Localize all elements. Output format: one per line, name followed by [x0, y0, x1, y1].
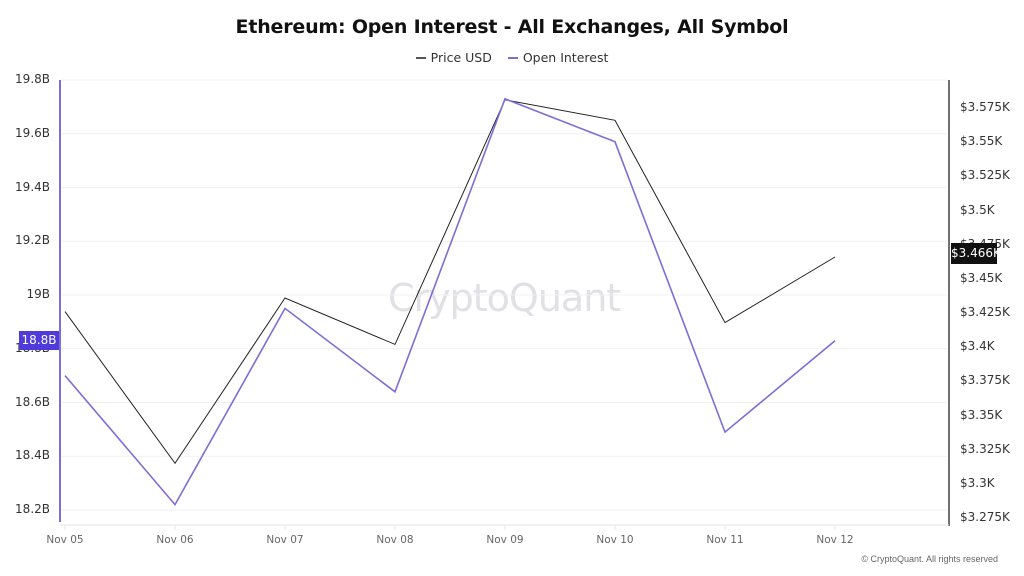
left-axis-tick: 19.6B [15, 125, 50, 140]
price-usd-line [64, 99, 836, 465]
left-axis-tick: 18.6B [15, 394, 50, 409]
left-axis-tick: 18.2B [15, 502, 50, 516]
right-axis-tick: $3.525K [960, 168, 1010, 183]
legend-item-price[interactable]: Price USD [415, 50, 492, 65]
x-axis-tick: Nov 05 [46, 534, 84, 546]
legend: Price USD Open Interest [0, 50, 1024, 65]
right-axis-tick: $3.35K [960, 407, 1003, 422]
current-price-badge: $3.466K [951, 243, 1001, 264]
x-axis-tick: Nov 06 [156, 534, 194, 546]
left-axis-tick: 19.8B [15, 72, 50, 86]
legend-label-price: Price USD [430, 50, 492, 65]
right-axis-tick: $3.275K [960, 510, 1010, 524]
left-axis-tick: 19B [26, 287, 50, 301]
x-axis-tick: Nov 11 [706, 534, 744, 546]
open-interest-line [64, 97, 836, 506]
right-axis-tick: $3.4K [960, 339, 995, 354]
oi-line-swatch-icon [507, 56, 518, 59]
copyright: © CryptoQuant. All rights reserved [861, 554, 998, 564]
right-axis-tick: $3.325K [960, 441, 1010, 456]
left-axis-tick: 19.4B [15, 179, 50, 194]
x-axis-tick: Nov 12 [816, 534, 854, 546]
x-axis-tick: Nov 10 [596, 534, 634, 546]
x-axis-tick: Nov 08 [376, 534, 414, 546]
legend-label-open-interest: Open Interest [522, 50, 609, 65]
right-axis-tick: $3.375K [960, 373, 1010, 388]
right-axis-tick: $3.3K [960, 475, 995, 490]
legend-item-open-interest[interactable]: Open Interest [507, 50, 609, 65]
right-axis-tick: $3.425K [960, 305, 1010, 319]
x-axis-tick: Nov 09 [486, 534, 524, 546]
right-axis-tick: $3.575K [960, 100, 1010, 114]
right-axis-tick: $3.5K [960, 202, 995, 217]
price-line-swatch-icon [415, 56, 426, 59]
x-axis-tick: Nov 07 [266, 534, 304, 546]
right-axis-tick: $3.45K [960, 270, 1003, 285]
current-open-interest-badge: 18.8B [19, 331, 59, 350]
watermark: CryptoQuant [388, 276, 621, 320]
gridlines [62, 79, 947, 511]
left-axis-tick: 19.2B [15, 233, 50, 248]
chart-title: Ethereum: Open Interest - All Exchanges,… [235, 16, 789, 38]
left-axis-tick: 18.4B [15, 448, 50, 463]
right-axis-tick: $3.55K [960, 134, 1003, 149]
